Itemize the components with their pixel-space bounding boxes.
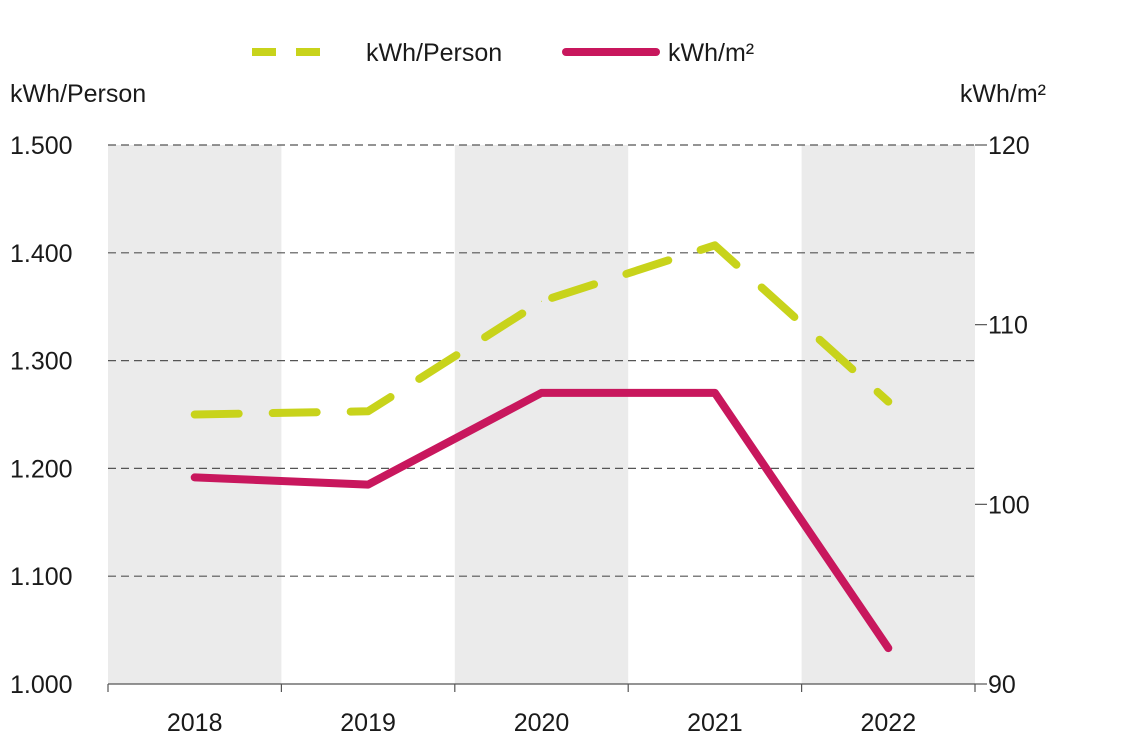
gridlines [108,144,975,577]
series-1-point-2019 [367,484,369,486]
left-tick-label: 1.000 [10,671,73,699]
left-tick-label: 1.300 [10,348,73,376]
series-0-point-2018 [194,414,196,415]
x-tick-label-2020: 2020 [514,709,570,737]
left-tick-label: 1.200 [10,455,73,483]
x-tick-label-2021: 2021 [687,709,743,737]
series-1-point-2022 [887,647,889,649]
series-1-point-2021 [714,392,716,394]
background-bands [108,145,975,684]
x-tick-label-2018: 2018 [167,709,223,737]
series-line-0 [190,241,893,419]
right-tick-label: 90 [988,671,1016,699]
legend-label-kwh-m2: kWh/m² [668,39,754,67]
legend: kWh/Person kWh/m² [252,39,754,67]
series-0-point-2020 [541,300,542,302]
left-tick-label: 1.400 [10,240,73,268]
right-tick-label: 110 [988,312,1028,340]
series-1-point-2020 [541,392,542,394]
right-tick-label: 100 [988,491,1030,519]
x-tick-label-2019: 2019 [340,709,396,737]
series-lines [190,241,893,653]
series-0-point-2019 [367,410,369,412]
column-band-2020 [454,145,629,684]
x-tick-label-2022: 2022 [860,709,916,737]
right-axis-title: kWh/m² [960,80,1046,108]
legend-label-kwh-person: kWh/Person [366,39,502,67]
series-0-point-2022 [887,401,889,403]
left-tick-label: 1.100 [10,563,73,591]
axes: 2018 2019 2020 2021 2022 1.000 1.100 1.200 1.300… [10,132,1030,737]
column-band-2022 [801,145,975,684]
series-0-point-2021 [714,244,716,246]
left-axis-title: kWh/Person [10,80,146,108]
right-tick-label: 120 [988,132,1030,160]
left-tick-label: 1.500 [10,132,73,160]
series-1-point-2018 [194,476,196,478]
